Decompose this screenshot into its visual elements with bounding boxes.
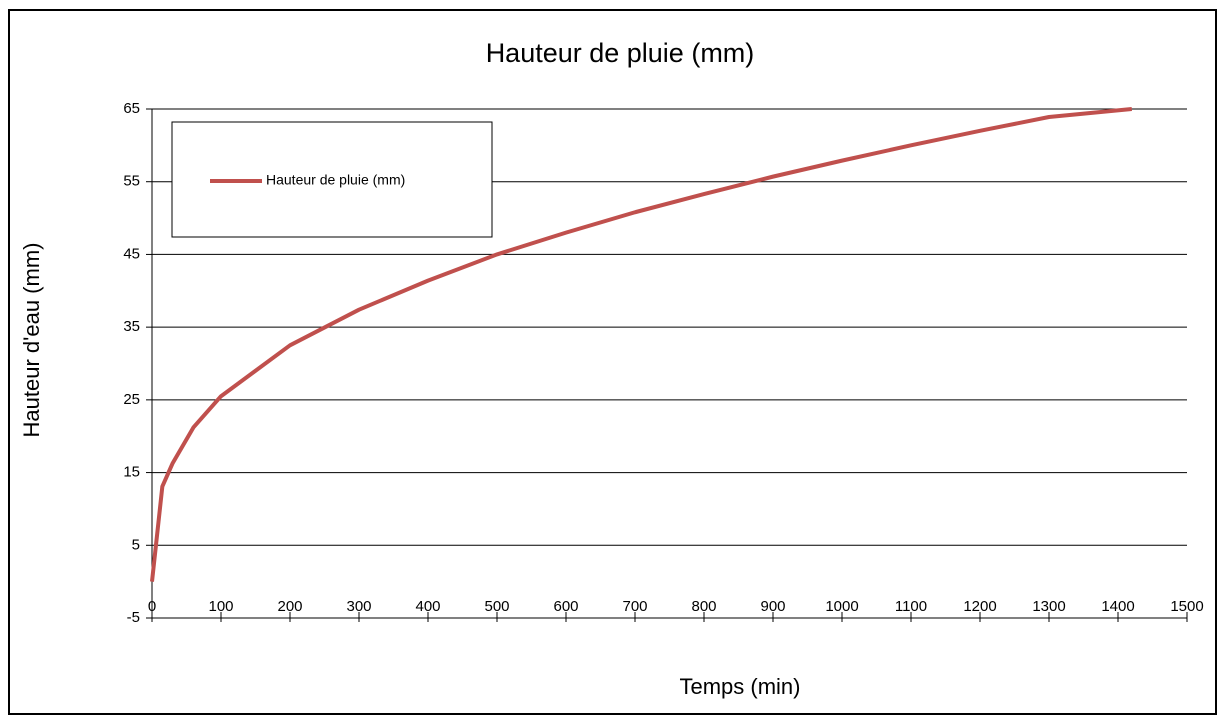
y-tick-label: 25	[123, 391, 140, 408]
x-tick-label: 1000	[825, 598, 858, 615]
y-tick-label: 5	[132, 536, 140, 553]
x-tick-label: 400	[415, 598, 440, 615]
x-tick-label: 100	[208, 598, 233, 615]
x-tick-label: 800	[691, 598, 716, 615]
x-tick-label: 0	[148, 598, 156, 615]
chart-title: Hauteur de pluie (mm)	[486, 38, 755, 68]
y-tick-label: 65	[123, 100, 140, 117]
x-tick-label: 900	[760, 598, 785, 615]
y-tick-label: 45	[123, 245, 140, 262]
x-axis-label: Temps (min)	[679, 674, 800, 699]
x-tick-label: 600	[553, 598, 578, 615]
y-tick-label: 35	[123, 318, 140, 335]
x-tick-label: 1100	[895, 598, 927, 615]
x-tick-label: 1400	[1101, 598, 1134, 615]
x-tick-label: 1500	[1170, 598, 1203, 615]
y-tick-label: -5	[127, 609, 140, 626]
x-tick-label: 300	[346, 598, 371, 615]
y-tick-label: 15	[123, 464, 140, 481]
x-tick-label: 200	[277, 598, 302, 615]
y-axis-label: Hauteur d'eau (mm)	[19, 243, 44, 438]
x-tick-label: 1300	[1032, 598, 1065, 615]
x-tick-label: 500	[484, 598, 509, 615]
data-line	[150, 107, 1132, 582]
x-tick-label: 700	[622, 598, 647, 615]
y-tick-label: 55	[123, 173, 140, 190]
x-tick-label: 1200	[963, 598, 996, 615]
legend-label: Hauteur de pluie (mm)	[266, 172, 405, 188]
